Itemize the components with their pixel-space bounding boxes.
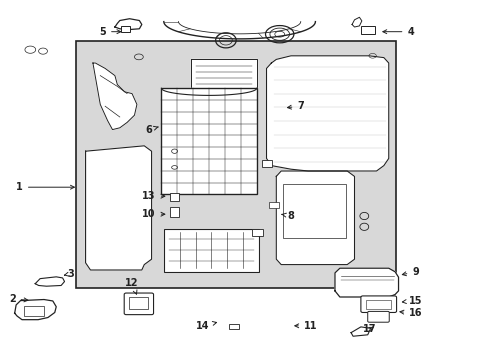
Bar [282, 184, 346, 238]
Polygon shape [163, 229, 259, 272]
Bar [268, 202, 278, 208]
Polygon shape [161, 88, 256, 194]
Polygon shape [15, 300, 56, 320]
Polygon shape [35, 277, 64, 286]
Bar [163, 229, 259, 272]
Bar [261, 160, 272, 167]
Text: 5: 5 [99, 27, 121, 37]
Bar [161, 88, 256, 194]
Text: 3: 3 [64, 269, 74, 279]
FancyBboxPatch shape [367, 311, 388, 322]
Bar [228, 324, 238, 329]
Text: 13: 13 [142, 191, 164, 201]
Polygon shape [190, 59, 256, 90]
Text: 16: 16 [399, 308, 422, 318]
Bar [121, 26, 130, 32]
Text: 4: 4 [382, 27, 413, 37]
Text: 6: 6 [145, 125, 158, 135]
Bar [76, 41, 395, 288]
Polygon shape [351, 17, 361, 27]
Bar [360, 26, 374, 34]
Polygon shape [350, 327, 370, 336]
Text: 2: 2 [9, 294, 28, 304]
Text: 10: 10 [142, 209, 164, 219]
FancyBboxPatch shape [124, 293, 153, 315]
Bar [129, 297, 147, 309]
Bar [170, 193, 179, 201]
FancyBboxPatch shape [360, 296, 396, 312]
Text: 12: 12 [125, 278, 139, 294]
Text: 11: 11 [294, 321, 317, 331]
Polygon shape [115, 19, 142, 30]
Text: 8: 8 [281, 211, 294, 221]
Polygon shape [93, 63, 137, 130]
Polygon shape [85, 146, 151, 270]
Text: 1: 1 [16, 182, 74, 192]
Polygon shape [334, 268, 398, 297]
Bar [365, 300, 390, 309]
Text: 14: 14 [196, 321, 216, 331]
Bar [24, 306, 44, 316]
Polygon shape [266, 56, 388, 171]
Polygon shape [276, 171, 354, 265]
Text: 7: 7 [287, 101, 304, 111]
Bar [170, 207, 179, 217]
Text: 9: 9 [402, 267, 418, 277]
Text: 15: 15 [402, 296, 422, 306]
Bar [251, 229, 262, 236]
Text: 17: 17 [362, 324, 375, 334]
